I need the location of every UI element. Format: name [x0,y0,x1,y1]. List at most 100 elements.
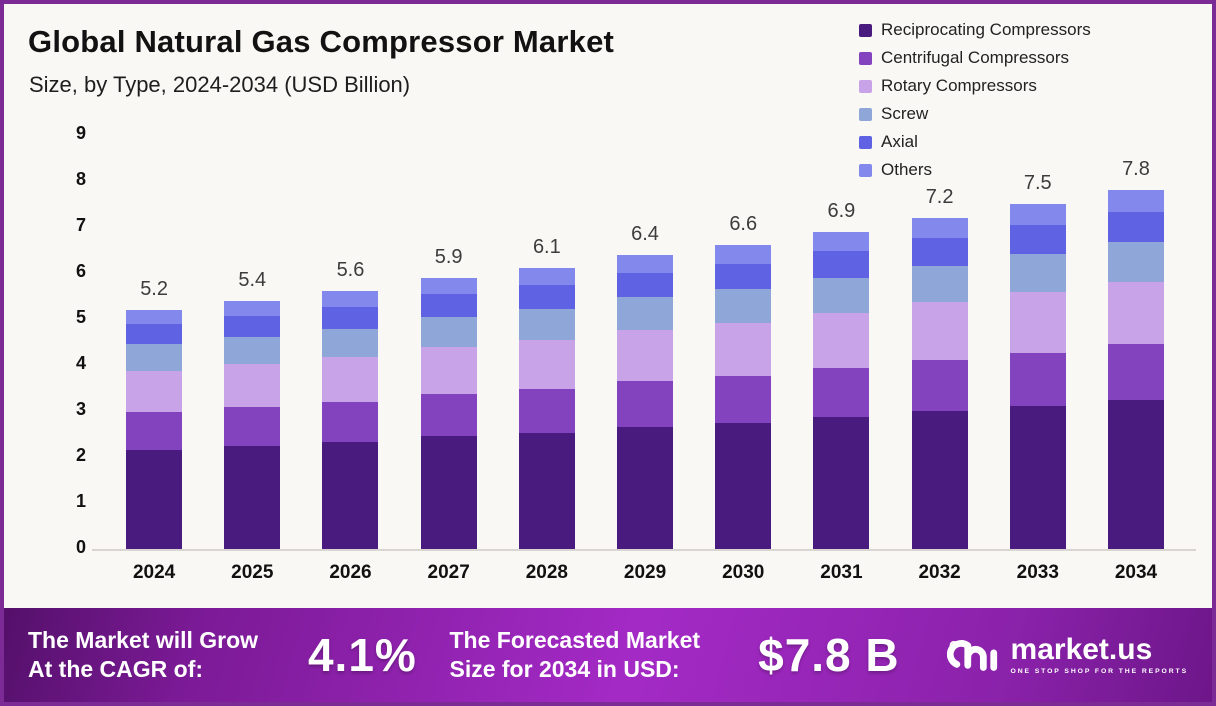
bar-segment [911,411,968,549]
legend-swatch-icon [859,163,872,177]
cagr-label-line1: The Market will Grow [28,626,259,653]
bar-segment [715,322,772,377]
y-tick-label: 4 [75,353,86,373]
bar-segment [1107,212,1164,243]
bar-segment [1009,225,1066,255]
bottom-banner: The Market will Grow At the CAGR of: 4.1… [4,608,1212,702]
bar-segment [420,394,477,437]
bar-segment [224,300,281,316]
stacked-bar [617,254,674,549]
legend-label: Centrifugal Compressors [881,48,1070,67]
y-tick-label: 8 [75,169,86,189]
cagr-value: 4.1% [307,629,417,681]
legend-item: Screw [859,104,1091,124]
bar-column-2032: 7.2 [891,4,989,549]
bar-segment [813,250,870,278]
bar-segment [126,449,183,549]
x-tick-label: 2024 [132,562,176,583]
stacked-bar [1107,190,1164,549]
bar-segment [224,363,281,408]
y-tick-label: 2 [75,445,86,465]
bar-column-2027: 5.9 [400,4,498,549]
x-tick-label: 2025 [231,562,274,583]
bar-segment [1107,242,1164,282]
bar-total-label: 7.2 [925,185,954,208]
x-tick-label: 2026 [329,562,372,583]
stacked-bar [1009,204,1066,549]
cagr-label-line2: At the CAGR of: [28,656,204,682]
bar-total-label: 7.5 [1023,172,1052,195]
bar-segment [1009,405,1066,549]
legend-label: Others [881,160,933,179]
legend-label: Screw [881,104,929,123]
bar-total-label: 5.2 [140,277,168,300]
chart-legend: Reciprocating Compressors Centrifugal Com… [859,20,1091,180]
bar-segment [518,432,575,549]
bar-segment [126,412,183,450]
legend-item: Rotary Compressors [859,76,1091,96]
bar-column-2029: 6.4 [596,4,694,549]
bar-segment [1009,204,1066,226]
legend-item: Axial [859,132,1091,152]
bar-segment [518,285,575,309]
legend-item: Others [859,160,1091,180]
bar-segment [322,357,379,403]
bar-segment [126,370,183,413]
legend-swatch-icon [859,107,872,121]
bar-segment [322,402,379,443]
x-tick-label: 2027 [427,562,470,583]
page-title: Global Natural Gas Compressor Market [28,24,615,59]
bar-segment [224,315,281,337]
bar-segment [126,324,183,345]
bar-column-2030: 6.6 [694,4,792,549]
bar-segment [911,238,968,266]
marketus-logo-icon [946,640,997,671]
bar-total-label: 5.9 [434,245,463,268]
bar-segment [224,336,281,364]
bar-segment [911,302,968,360]
y-tick-label: 7 [75,215,86,235]
y-tick-label: 1 [75,491,86,511]
bar-segment [1107,190,1164,213]
marketus-logo-name: market.us [1010,633,1153,666]
bar-segment [1107,281,1164,345]
bar-column-2033: 7.5 [989,4,1087,549]
legend-swatch-icon [859,79,872,93]
bar-segment [617,426,674,549]
page-subtitle: Size, by Type, 2024-2034 (USD Billion) [29,72,411,97]
bars-area: 5.2 5.4 5.6 5.9 6.1 6.4 6.6 6.9 7.2 7.5 7.8 [105,4,1185,549]
bar-column-2028: 6.1 [498,4,596,549]
bar-total-label: 6.9 [827,199,856,222]
y-tick-label: 9 [75,123,86,143]
bar-segment [813,231,870,251]
bar-segment [420,317,477,348]
cagr-label: The Market will Grow At the CAGR of: [28,626,293,685]
bar-segment [1009,292,1066,353]
bar-segment [813,277,870,313]
bar-total-label: 5.6 [336,259,365,282]
bar-segment [420,347,477,395]
bar-segment [518,308,575,340]
bar-segment [1107,399,1164,549]
bar-column-2034: 7.8 [1087,4,1185,549]
bar-segment [420,294,477,318]
stacked-bar [518,268,575,549]
bar-segment [617,272,674,298]
legend-label: Axial [881,132,918,151]
bar-segment [715,376,772,423]
stacked-bar [322,291,379,549]
stacked-bar [813,231,870,549]
stacked-bar [420,277,477,549]
legend-item: Centrifugal Compressors [859,48,1091,68]
bar-total-label: 6.6 [729,213,758,236]
x-axis-labels: 2024 2025 2026 2027 2028 2029 2030 2031 2032 2033… [105,562,1185,584]
bar-segment [420,436,477,549]
x-tick-label: 2028 [525,562,568,583]
bar-segment [813,417,870,549]
bar-segment [617,329,674,382]
stacked-bar-chart: 0 1 2 3 4 5 6 7 8 9 5.2 5.4 5.6 5.9 6.1 6.4 6.6 6.9 7.2 7.… [4,4,1212,614]
bar-segment [1009,254,1066,293]
legend-swatch-icon [859,23,872,37]
y-tick-label: 6 [75,261,86,281]
